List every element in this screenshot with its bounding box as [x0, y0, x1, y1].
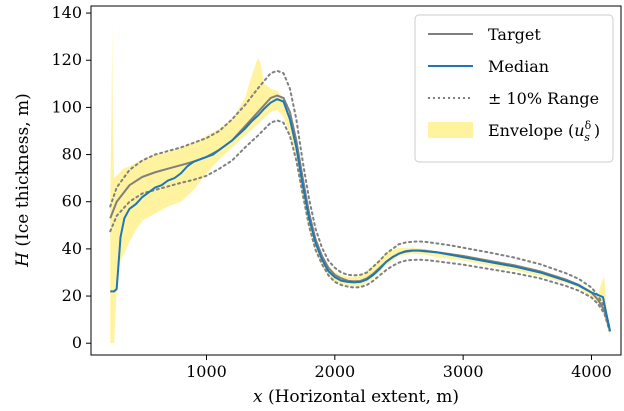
y-axis-ticks: 0 20 40 60 80 100 120 140	[51, 3, 91, 352]
x-tick-label: 4000	[571, 362, 612, 381]
legend-envelope-close: )	[594, 121, 600, 140]
y-tick-label: 60	[62, 192, 82, 211]
legend-envelope-var: u	[574, 121, 584, 140]
legend-envelope-sup: δ	[585, 119, 592, 132]
y-tick-label: 20	[62, 286, 82, 305]
x-axis-variable: x	[253, 387, 263, 407]
y-axis-description: (Ice thickness, m)	[13, 93, 33, 252]
y-tick-label: 120	[51, 50, 82, 69]
x-tick-label: 2000	[314, 362, 355, 381]
legend-envelope-swatch	[428, 122, 473, 138]
y-axis-label: H (Ice thickness, m)	[13, 93, 33, 268]
median-line	[110, 98, 612, 332]
envelope-layer	[110, 22, 611, 344]
legend-envelope-sub: s	[584, 131, 590, 144]
legend-range-label: ± 10% Range	[488, 89, 599, 108]
x-axis-label: x (Horizontal extent, m)	[253, 387, 459, 407]
legend-target-label: Target	[488, 25, 541, 44]
y-tick-label: 80	[62, 145, 82, 164]
y-tick-label: 140	[51, 3, 82, 22]
legend-envelope-text: Envelope (	[488, 121, 574, 140]
y-tick-label: 0	[72, 333, 82, 352]
y-tick-label: 100	[51, 97, 82, 116]
x-axis-ticks: 1000 2000 3000 4000	[186, 355, 612, 381]
x-axis-description: (Horizontal extent, m)	[263, 387, 460, 407]
envelope-band	[110, 22, 611, 344]
y-axis-variable: H	[13, 251, 33, 268]
x-tick-label: 1000	[186, 362, 227, 381]
x-tick-label: 3000	[443, 362, 484, 381]
legend-envelope-label: Envelope (uδ s)	[488, 119, 600, 144]
legend-median-label: Median	[488, 57, 549, 76]
range-lower-line	[109, 119, 611, 332]
plot-frame	[90, 5, 622, 356]
legend: Target Median ± 10% Range Envelope (uδ s)	[414, 14, 614, 163]
median-layer	[110, 98, 612, 332]
y-tick-label: 40	[62, 239, 82, 258]
range-layer	[109, 69, 611, 332]
range-upper-line	[109, 69, 611, 329]
